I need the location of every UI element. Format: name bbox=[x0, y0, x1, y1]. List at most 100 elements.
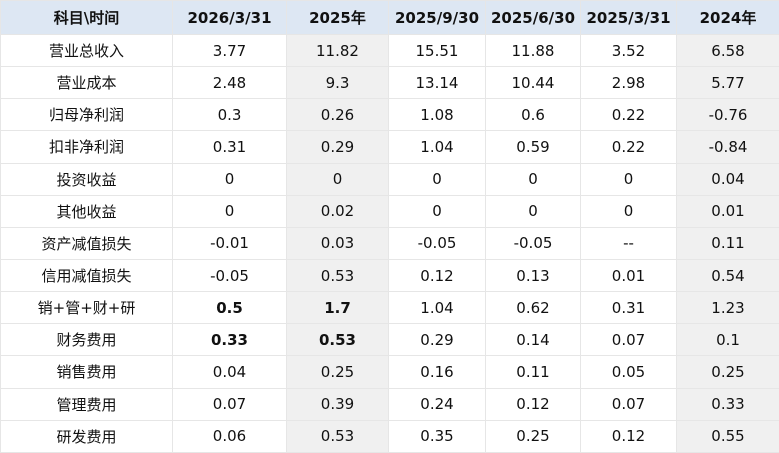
value-cell: 15.51 bbox=[388, 33, 486, 68]
row-label: 其他收益 bbox=[0, 194, 173, 228]
value-cell: 0.29 bbox=[286, 130, 389, 164]
value-cell: 0.31 bbox=[580, 291, 677, 325]
table-row: 营业总收入 3.77 11.82 15.51 11.88 3.52 6.58 bbox=[0, 33, 779, 68]
value-cell: 0.16 bbox=[388, 355, 486, 389]
row-label: 销+管+财+研 bbox=[0, 291, 173, 325]
table-row: 研发费用 0.06 0.53 0.35 0.25 0.12 0.55 bbox=[0, 419, 779, 453]
value-cell: 0.25 bbox=[676, 355, 779, 389]
header-cell: 2025/3/31 bbox=[580, 0, 677, 35]
value-cell: 13.14 bbox=[388, 66, 486, 100]
value-cell: 0.06 bbox=[172, 419, 287, 453]
value-cell: 0.07 bbox=[172, 387, 287, 421]
table-header: 科目\时间 2026/3/31 2025年 2025/9/30 2025/6/30 202… bbox=[0, 0, 779, 35]
value-cell: 0 bbox=[485, 194, 581, 228]
value-cell: 2.48 bbox=[172, 66, 287, 100]
value-cell: 0.12 bbox=[580, 419, 677, 453]
value-cell: 0.05 bbox=[580, 355, 677, 389]
value-cell: 0.5 bbox=[172, 291, 287, 325]
value-cell: 0.01 bbox=[676, 194, 779, 228]
value-cell: 9.3 bbox=[286, 66, 389, 100]
value-cell: 0.29 bbox=[388, 323, 486, 357]
row-label: 销售费用 bbox=[0, 355, 173, 389]
value-cell: 0.13 bbox=[485, 258, 581, 293]
table-row: 投资收益 0 0 0 0 0 0.04 bbox=[0, 162, 779, 196]
table-row: 销售费用 0.04 0.25 0.16 0.11 0.05 0.25 bbox=[0, 355, 779, 389]
value-cell: -0.05 bbox=[388, 226, 486, 260]
row-label: 营业成本 bbox=[0, 66, 173, 100]
table-body: 营业总收入 3.77 11.82 15.51 11.88 3.52 6.58 营业成本 2.48… bbox=[0, 33, 779, 453]
value-cell: 0.07 bbox=[580, 323, 677, 357]
value-cell: 1.23 bbox=[676, 291, 779, 325]
value-cell: 3.52 bbox=[580, 33, 677, 68]
value-cell: 0.53 bbox=[286, 323, 389, 357]
header-row: 科目\时间 2026/3/31 2025年 2025/9/30 2025/6/30 202… bbox=[0, 0, 779, 35]
value-cell: 0.25 bbox=[286, 355, 389, 389]
value-cell: 0.02 bbox=[286, 194, 389, 228]
value-cell: -0.01 bbox=[172, 226, 287, 260]
row-label: 投资收益 bbox=[0, 162, 173, 196]
value-cell: 0.53 bbox=[286, 419, 389, 453]
value-cell: -0.84 bbox=[676, 130, 779, 164]
value-cell: 0 bbox=[580, 162, 677, 196]
value-cell: -0.05 bbox=[485, 226, 581, 260]
table-row: 归母净利润 0.3 0.26 1.08 0.6 0.22 -0.76 bbox=[0, 98, 779, 132]
value-cell: 10.44 bbox=[485, 66, 581, 100]
value-cell: 0.3 bbox=[172, 98, 287, 132]
value-cell: 0 bbox=[286, 162, 389, 196]
value-cell: 2.98 bbox=[580, 66, 677, 100]
table-row: 销+管+财+研 0.5 1.7 1.04 0.62 0.31 1.23 bbox=[0, 291, 779, 325]
value-cell: 0.04 bbox=[676, 162, 779, 196]
row-label: 信用减值损失 bbox=[0, 258, 173, 293]
value-cell: -0.05 bbox=[172, 258, 287, 293]
value-cell: 1.08 bbox=[388, 98, 486, 132]
value-cell: 0.26 bbox=[286, 98, 389, 132]
value-cell: 0.11 bbox=[676, 226, 779, 260]
value-cell: 0 bbox=[388, 162, 486, 196]
value-cell: 0.54 bbox=[676, 258, 779, 293]
table-row: 其他收益 0 0.02 0 0 0 0.01 bbox=[0, 194, 779, 228]
value-cell: 1.7 bbox=[286, 291, 389, 325]
value-cell: 0 bbox=[485, 162, 581, 196]
value-cell: 0.35 bbox=[388, 419, 486, 453]
value-cell: 0.11 bbox=[485, 355, 581, 389]
row-label: 研发费用 bbox=[0, 419, 173, 453]
value-cell: 0.33 bbox=[676, 387, 779, 421]
value-cell: 0.25 bbox=[485, 419, 581, 453]
value-cell: 0.03 bbox=[286, 226, 389, 260]
header-cell: 科目\时间 bbox=[0, 0, 173, 35]
value-cell: 0.22 bbox=[580, 130, 677, 164]
value-cell: 3.77 bbox=[172, 33, 287, 68]
value-cell: -- bbox=[580, 226, 677, 260]
value-cell: 0.04 bbox=[172, 355, 287, 389]
header-cell: 2025年 bbox=[286, 0, 389, 35]
value-cell: 0 bbox=[388, 194, 486, 228]
value-cell: 0.1 bbox=[676, 323, 779, 357]
value-cell: -0.76 bbox=[676, 98, 779, 132]
row-label: 营业总收入 bbox=[0, 33, 173, 68]
value-cell: 0.53 bbox=[286, 258, 389, 293]
table-row: 营业成本 2.48 9.3 13.14 10.44 2.98 5.77 bbox=[0, 66, 779, 100]
value-cell: 1.04 bbox=[388, 291, 486, 325]
value-cell: 0.01 bbox=[580, 258, 677, 293]
table-row: 资产减值损失 -0.01 0.03 -0.05 -0.05 -- 0.11 bbox=[0, 226, 779, 260]
table-row: 扣非净利润 0.31 0.29 1.04 0.59 0.22 -0.84 bbox=[0, 130, 779, 164]
table-row: 管理费用 0.07 0.39 0.24 0.12 0.07 0.33 bbox=[0, 387, 779, 421]
table-row: 信用减值损失 -0.05 0.53 0.12 0.13 0.01 0.54 bbox=[0, 258, 779, 293]
value-cell: 0 bbox=[172, 162, 287, 196]
value-cell: 0.59 bbox=[485, 130, 581, 164]
value-cell: 0.39 bbox=[286, 387, 389, 421]
value-cell: 0.12 bbox=[388, 258, 486, 293]
value-cell: 0.33 bbox=[172, 323, 287, 357]
header-cell: 2025/6/30 bbox=[485, 0, 581, 35]
value-cell: 1.04 bbox=[388, 130, 486, 164]
value-cell: 11.82 bbox=[286, 33, 389, 68]
row-label: 财务费用 bbox=[0, 323, 173, 357]
value-cell: 0.55 bbox=[676, 419, 779, 453]
header-cell: 2024年 bbox=[676, 0, 779, 35]
value-cell: 0 bbox=[580, 194, 677, 228]
value-cell: 0.22 bbox=[580, 98, 677, 132]
row-label: 归母净利润 bbox=[0, 98, 173, 132]
value-cell: 11.88 bbox=[485, 33, 581, 68]
